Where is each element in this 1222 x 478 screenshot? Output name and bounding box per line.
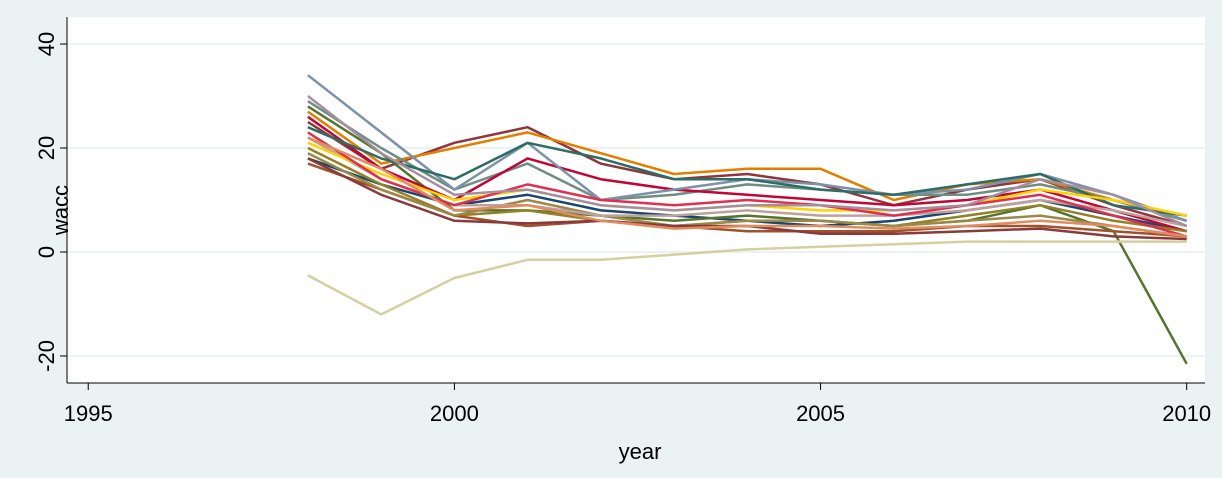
series-line [307,95,1188,228]
y-tick-label: 0 [34,246,59,258]
series-line [307,240,1187,316]
series-line [307,136,1187,238]
y-axis-label: wacc [48,185,73,236]
series-line [307,126,1187,217]
x-axis-label: year [619,439,662,464]
x-tick-label: 2010 [1162,401,1211,426]
series-line [307,131,1188,238]
x-tick-label: 1995 [64,401,113,426]
series-line [307,152,1187,238]
y-tick-label: 40 [34,32,59,56]
x-tick-label: 2000 [430,401,479,426]
plot-area [67,17,1205,383]
y-tick-label: -20 [34,340,59,372]
y-tick-label: 20 [34,136,59,160]
x-tick-label: 2005 [796,401,845,426]
